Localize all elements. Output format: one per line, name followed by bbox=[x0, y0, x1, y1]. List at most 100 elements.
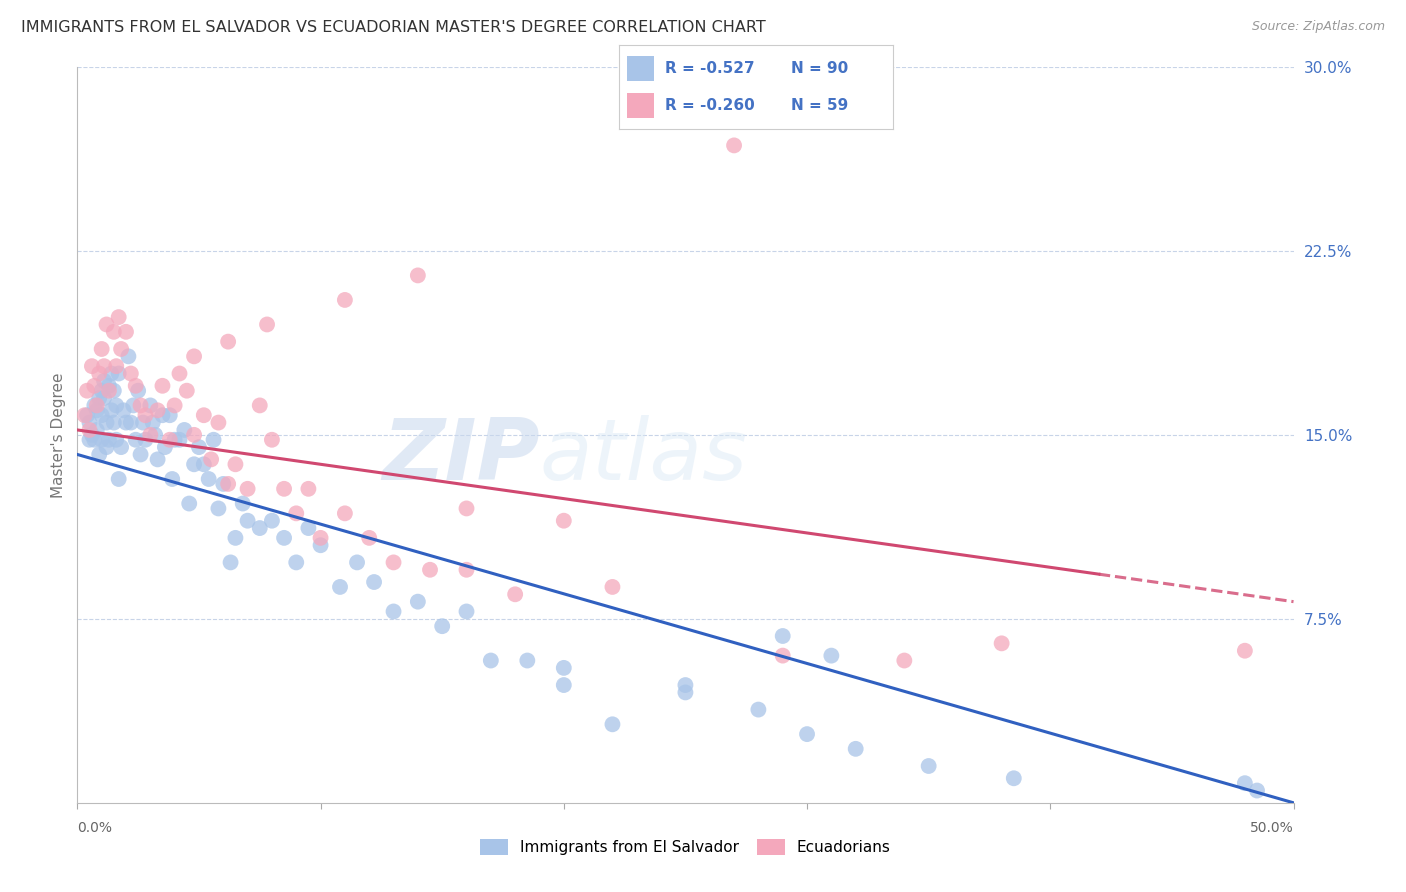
Point bbox=[139, 427, 162, 442]
Point bbox=[159, 408, 181, 422]
Point bbox=[125, 433, 148, 447]
Point bbox=[346, 555, 368, 569]
Point bbox=[176, 384, 198, 398]
Text: N = 59: N = 59 bbox=[792, 98, 849, 113]
Point bbox=[260, 433, 283, 447]
Point bbox=[297, 482, 319, 496]
Point bbox=[333, 293, 356, 307]
Point bbox=[219, 555, 242, 569]
Y-axis label: Master's Degree: Master's Degree bbox=[51, 372, 66, 498]
Point bbox=[479, 653, 502, 667]
Point bbox=[212, 476, 235, 491]
Point bbox=[93, 391, 115, 405]
Point bbox=[232, 496, 254, 510]
Point bbox=[602, 580, 624, 594]
Point bbox=[107, 367, 129, 381]
Point bbox=[96, 416, 118, 430]
Point bbox=[456, 501, 478, 516]
Point bbox=[115, 325, 138, 339]
Point bbox=[139, 398, 162, 412]
Point bbox=[772, 648, 794, 663]
Point bbox=[93, 374, 115, 388]
Point bbox=[76, 408, 98, 422]
Point bbox=[918, 759, 941, 773]
Point bbox=[747, 703, 769, 717]
Point bbox=[103, 325, 125, 339]
Point bbox=[553, 678, 575, 692]
Point bbox=[249, 521, 271, 535]
Point bbox=[602, 717, 624, 731]
Point bbox=[723, 138, 745, 153]
Point bbox=[132, 416, 155, 430]
Point bbox=[297, 521, 319, 535]
Point bbox=[105, 398, 128, 412]
Point bbox=[188, 440, 211, 454]
Point bbox=[183, 349, 205, 364]
Point bbox=[73, 408, 96, 422]
Point bbox=[309, 531, 332, 545]
Point bbox=[1002, 771, 1025, 786]
Point bbox=[236, 482, 259, 496]
Point bbox=[845, 742, 868, 756]
Point bbox=[134, 408, 156, 422]
Point bbox=[260, 514, 283, 528]
Point bbox=[79, 433, 101, 447]
Point bbox=[553, 661, 575, 675]
Point bbox=[97, 378, 120, 392]
Point bbox=[125, 378, 148, 392]
Point bbox=[97, 384, 120, 398]
Text: N = 90: N = 90 bbox=[792, 61, 849, 76]
Point bbox=[200, 452, 222, 467]
Point bbox=[456, 563, 478, 577]
Point bbox=[105, 433, 128, 447]
Point bbox=[285, 506, 308, 520]
Point bbox=[382, 605, 405, 619]
Point bbox=[419, 563, 441, 577]
Bar bbox=[627, 93, 654, 119]
Point bbox=[456, 605, 478, 619]
Point bbox=[207, 416, 229, 430]
Point bbox=[120, 416, 142, 430]
Point bbox=[193, 457, 215, 471]
Point bbox=[76, 384, 98, 398]
Point bbox=[169, 433, 191, 447]
Point bbox=[359, 531, 381, 545]
Point bbox=[217, 334, 239, 349]
Point bbox=[86, 398, 108, 412]
Point bbox=[430, 619, 453, 633]
Point bbox=[103, 384, 125, 398]
Point bbox=[93, 359, 115, 373]
Point bbox=[249, 398, 271, 412]
Point bbox=[146, 452, 169, 467]
Point bbox=[129, 448, 152, 462]
Point bbox=[142, 416, 165, 430]
Point bbox=[796, 727, 818, 741]
Point bbox=[183, 427, 205, 442]
Point bbox=[990, 636, 1012, 650]
Point bbox=[152, 408, 174, 422]
Point bbox=[100, 403, 122, 417]
Point bbox=[1246, 783, 1268, 797]
Point bbox=[382, 555, 405, 569]
Text: 0.0%: 0.0% bbox=[77, 822, 112, 835]
Point bbox=[217, 476, 239, 491]
Point bbox=[117, 349, 139, 364]
Point bbox=[100, 367, 122, 381]
Text: IMMIGRANTS FROM EL SALVADOR VS ECUADORIAN MASTER'S DEGREE CORRELATION CHART: IMMIGRANTS FROM EL SALVADOR VS ECUADORIA… bbox=[21, 20, 766, 35]
Point bbox=[772, 629, 794, 643]
Point bbox=[207, 501, 229, 516]
Point bbox=[152, 378, 174, 392]
Point bbox=[90, 384, 112, 398]
Bar bbox=[627, 55, 654, 81]
Point bbox=[553, 514, 575, 528]
Point bbox=[163, 398, 186, 412]
Point bbox=[120, 367, 142, 381]
Point bbox=[169, 367, 191, 381]
Point bbox=[96, 318, 118, 332]
Text: R = -0.260: R = -0.260 bbox=[665, 98, 755, 113]
Point bbox=[183, 457, 205, 471]
Point bbox=[86, 403, 108, 417]
Point bbox=[86, 423, 108, 437]
Point bbox=[1233, 644, 1256, 658]
Text: 50.0%: 50.0% bbox=[1250, 822, 1294, 835]
